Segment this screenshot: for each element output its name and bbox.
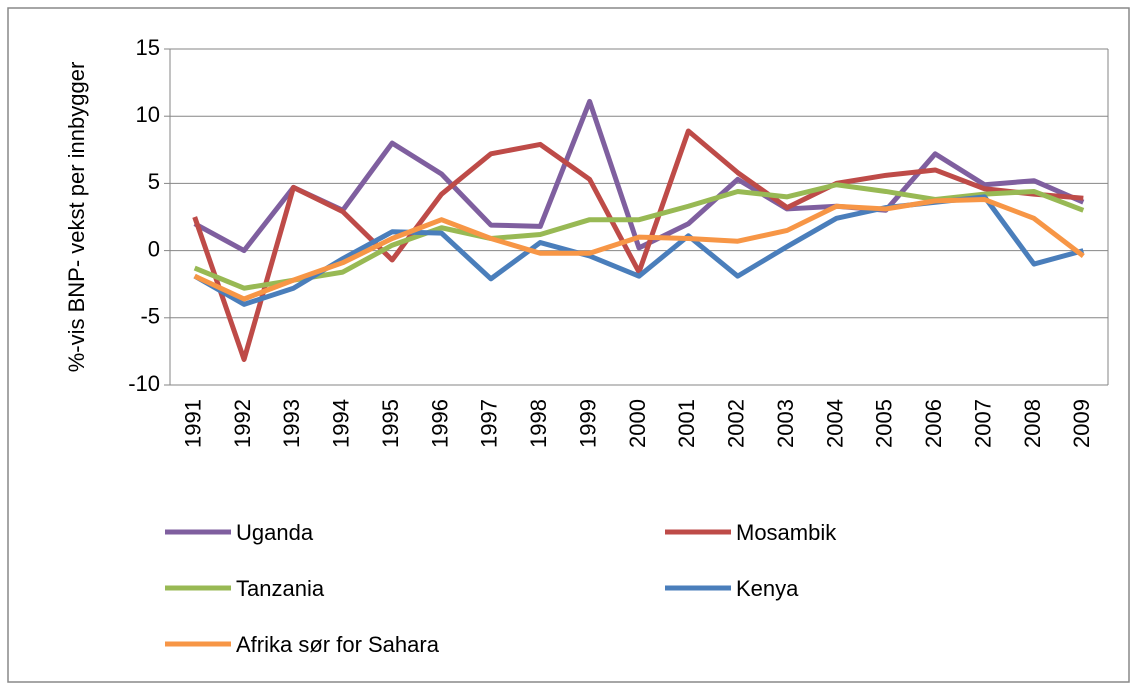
x-tick-label: 2007 xyxy=(970,399,995,448)
legend-label: Tanzania xyxy=(236,576,325,601)
x-tick-label: 1991 xyxy=(180,399,205,448)
legend-label: Kenya xyxy=(736,576,799,601)
y-tick-label: 5 xyxy=(148,169,160,194)
y-axis-label: %-vis BNP- vekst per innbygger xyxy=(64,62,89,373)
x-tick-label: 1993 xyxy=(279,399,304,448)
x-tick-label: 2009 xyxy=(1069,399,1094,448)
x-tick-label: 2000 xyxy=(625,399,650,448)
y-tick-label: 10 xyxy=(136,102,160,127)
x-tick-label: 1996 xyxy=(427,399,452,448)
x-tick-label: 1997 xyxy=(477,399,502,448)
series-line xyxy=(193,197,1085,302)
x-tick-label: 1998 xyxy=(526,399,551,448)
x-tick-label: 1999 xyxy=(575,399,600,448)
y-tick-label: 0 xyxy=(148,236,160,261)
x-tick-label: 1995 xyxy=(378,399,403,448)
y-tick-label: 15 xyxy=(136,35,160,60)
chart-frame xyxy=(7,7,1130,683)
y-tick-label: -5 xyxy=(140,304,160,329)
x-tick-label: 2006 xyxy=(921,399,946,448)
series-line xyxy=(192,128,1084,362)
legend-label: Mosambik xyxy=(736,520,837,545)
y-tick-label: -10 xyxy=(128,371,160,396)
x-tick-label: 2005 xyxy=(872,399,897,448)
legend-label: Afrika sør for Sahara xyxy=(236,632,440,657)
x-tick-label: 1992 xyxy=(230,399,255,448)
x-tick-label: 1994 xyxy=(329,399,354,448)
x-tick-label: 2004 xyxy=(822,399,847,448)
legend-label: Uganda xyxy=(236,520,314,545)
x-tick-label: 2002 xyxy=(724,399,749,448)
x-tick-label: 2008 xyxy=(1020,399,1045,448)
x-tick-label: 2003 xyxy=(773,399,798,448)
x-tick-label: 2001 xyxy=(674,399,699,448)
